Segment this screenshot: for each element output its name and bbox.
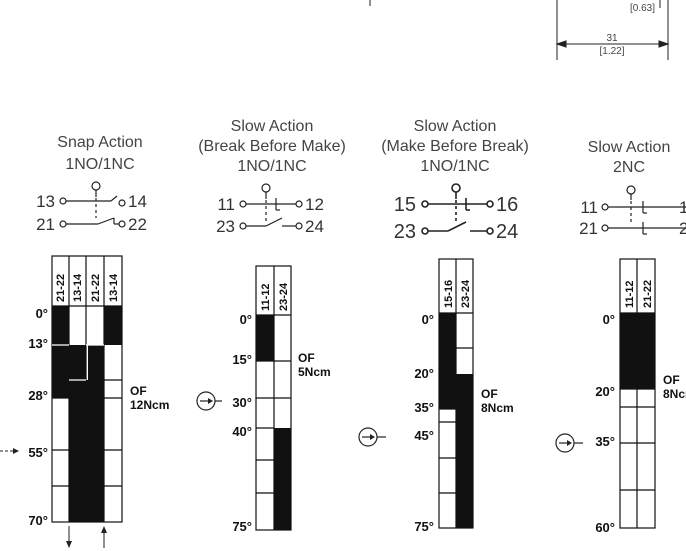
column-header: 23-24 [278,282,290,311]
terminal-label: 13 [36,192,55,211]
angle-label: 75° [232,519,252,534]
diagram-slow-action-2nc: Slow Action 2NC 11 12 21 22 [555,139,686,535]
diagram-title-line: (Make Before Break) [381,138,529,155]
terminal-label: 21 [579,219,598,238]
column-header: 21-22 [90,274,102,302]
angle-label: 0° [36,306,48,321]
dimension-drawing [369,0,670,60]
terminal-label: 12 [305,195,324,214]
angle-label: 70° [28,513,48,528]
dimension-width-in: [1.22] [599,46,624,57]
angle-label: 20° [414,366,434,381]
terminal-label: 22 [128,215,147,234]
angle-label: 0° [603,312,615,327]
terminal-label: 21 [36,215,55,234]
angle-label: 75° [414,519,434,534]
angle-label: 45° [414,428,434,443]
diagram-title-line: Snap Action [57,134,142,151]
angle-label: 13° [28,336,48,351]
dimension-top-value: [0.63] [630,3,655,14]
terminal-label: 11 [217,195,235,214]
column-header: 11-12 [624,280,636,308]
diagram-slow-make-before-break: Slow Action (Make Before Break) 1NO/1NC … [358,118,529,534]
timing-grid [51,255,123,523]
angle-label: 35° [595,434,615,449]
terminal-label: 24 [496,221,518,243]
column-header: 13-14 [108,273,120,302]
contact-symbol [421,183,494,235]
timing-grid [619,258,656,529]
operating-force-value: 8Ncm [663,387,686,401]
operating-force-label: OF [298,351,315,365]
actuation-marker [0,448,19,454]
diagram-title-line: (Break Before Make) [198,138,346,155]
diagram-title-line: 2NC [613,159,645,176]
diagram-title-line: 1NO/1NC [237,158,306,175]
diagram-title-line: Slow Action [588,139,671,156]
contact-symbol [59,181,126,228]
angle-label: 28° [28,388,48,403]
column-header: 13-14 [72,273,84,302]
actuation-marker [358,427,386,447]
column-header: 21-22 [55,274,67,302]
angle-label: 20° [595,384,615,399]
column-header: 15-16 [443,280,455,308]
contact-symbol [239,183,303,230]
contact-symbol [601,185,686,235]
terminal-label: 16 [496,194,518,216]
timing-grid [255,265,292,531]
terminal-label: 22 [679,219,686,238]
operating-force-label: OF [130,384,147,398]
column-header: 21-22 [642,280,654,308]
terminal-label: 24 [305,217,324,236]
travel-arrows [66,526,107,548]
angle-label: 0° [422,312,434,327]
terminal-label: 23 [394,221,416,243]
terminal-label: 12 [679,198,686,217]
diagram-title-line: Slow Action [231,118,314,135]
actuation-marker [196,391,222,411]
angle-label: 30° [232,395,252,410]
terminal-label: 14 [128,192,147,211]
angle-label: 15° [232,352,252,367]
angle-label: 35° [414,400,434,415]
operating-force-label: OF [663,373,680,387]
angle-label: 0° [240,312,252,327]
timing-grid [438,258,474,529]
diagram-snap-action: Snap Action 1NO/1NC 13 14 21 22 [0,134,169,548]
column-header: 23-24 [460,279,472,308]
terminal-label: 23 [216,217,235,236]
angle-label: 40° [232,424,252,439]
terminal-label: 15 [394,194,416,216]
dimension-width-mm: 31 [606,33,618,44]
diagram-title-line: 1NO/1NC [65,156,134,173]
angle-label: 55° [28,445,48,460]
operating-force-value: 12Ncm [130,398,169,412]
column-header: 11-12 [260,283,272,311]
operating-force-value: 5Ncm [298,365,331,379]
diagram-title-line: 1NO/1NC [420,158,489,175]
actuation-marker [555,433,583,453]
terminal-label: 11 [580,198,598,217]
diagram-title-line: Slow Action [414,118,497,135]
operating-force-label: OF [481,387,498,401]
operating-force-value: 8Ncm [481,401,514,415]
angle-label: 60° [595,520,615,535]
diagram-slow-break-before-make: Slow Action (Break Before Make) 1NO/1NC … [196,118,346,534]
